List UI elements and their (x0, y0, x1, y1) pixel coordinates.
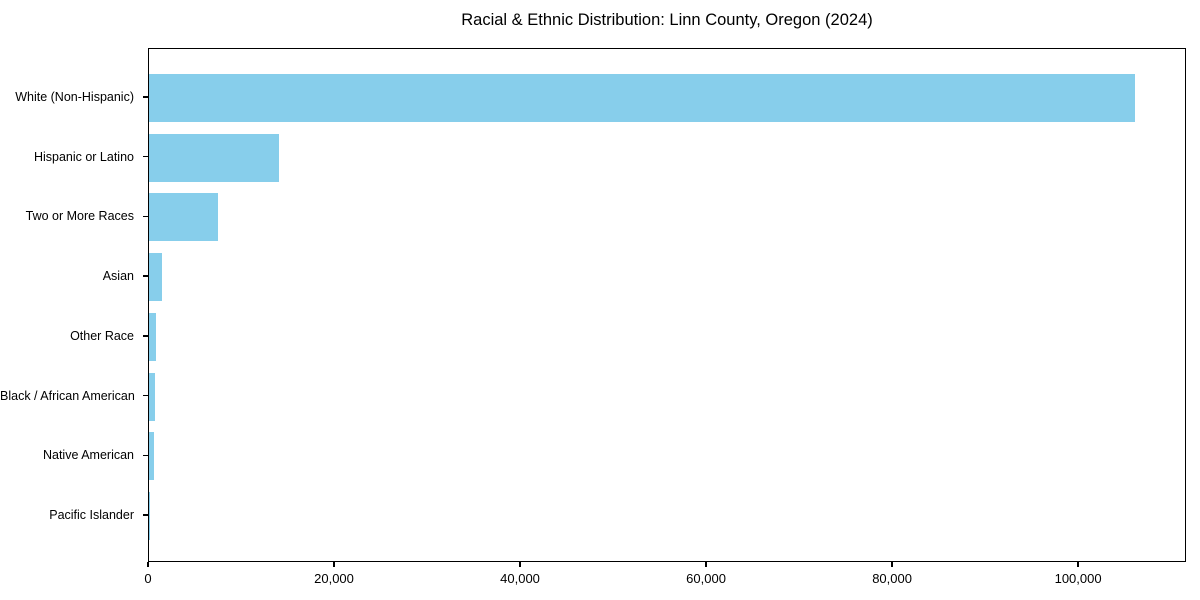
y-tick-label: Asian (102, 269, 134, 284)
bar (149, 372, 156, 421)
y-tick-label: Hispanic or Latino (33, 149, 134, 164)
x-tick-mark (333, 562, 335, 567)
x-tick-mark (1077, 562, 1079, 567)
bar (149, 253, 163, 302)
bar (149, 312, 156, 361)
y-tick-mark (143, 514, 148, 516)
bar (149, 133, 280, 182)
y-tick-mark (143, 155, 148, 158)
y-tick-label: Other Race (70, 328, 134, 343)
y-tick-label: Pacific Islander (49, 507, 134, 522)
y-tick-label: Two or More Races (25, 209, 134, 224)
y-tick-mark (143, 454, 148, 456)
bar (149, 491, 151, 540)
bar (149, 193, 218, 242)
y-tick-mark (143, 275, 148, 277)
x-tick-label: 60,000 (686, 571, 726, 586)
x-tick-mark (147, 562, 149, 567)
y-tick-mark (143, 335, 148, 337)
y-tick-mark (143, 215, 148, 218)
bar (149, 432, 155, 481)
x-tick-label: 100,000 (1054, 571, 1102, 586)
x-tick-mark (705, 562, 707, 567)
x-tick-mark (519, 562, 521, 567)
x-tick-label: 20,000 (314, 571, 354, 586)
x-tick-label: 80,000 (872, 571, 912, 586)
x-tick-label: 0 (144, 571, 152, 586)
x-tick-mark (891, 562, 893, 567)
y-axis-labels: White (Non-Hispanic) Hispanic or Latino Tw… (0, 48, 141, 562)
y-tick-label: Native American (42, 448, 134, 463)
y-tick-mark (143, 394, 148, 397)
x-tick-label: 40,000 (500, 571, 540, 586)
y-tick-label: Black / African American (0, 388, 135, 403)
y-tick-label: White (Non-Hispanic) (15, 90, 134, 104)
y-tick-mark (143, 96, 148, 98)
bars-layer (149, 49, 1185, 561)
plot-area (148, 48, 1186, 562)
bar (149, 74, 1135, 122)
chart-title: Racial & Ethnic Distribution: Linn Count… (461, 11, 873, 29)
